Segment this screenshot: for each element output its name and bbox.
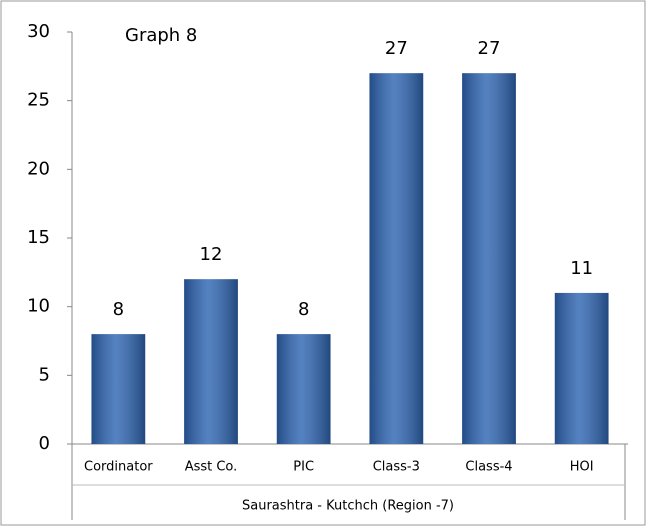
x-tick-label: HOI: [570, 460, 594, 475]
x-tick-label: Class-3: [373, 460, 420, 475]
bar-shade: [184, 279, 238, 444]
x-tick-label: Asst Co.: [185, 460, 238, 475]
y-tick-label: 0: [39, 433, 50, 454]
data-label: 8: [113, 299, 124, 320]
data-label: 27: [478, 38, 501, 59]
x-axis-label: Saurashtra - Kutchch (Region -7): [242, 499, 454, 514]
data-label: 27: [385, 38, 408, 59]
x-tick-label: Class-4: [465, 460, 512, 475]
y-tick-label: 10: [27, 296, 50, 317]
data-label: 8: [298, 299, 309, 320]
bar-shade: [462, 73, 516, 444]
bar-shade: [276, 334, 331, 444]
bar-shade: [554, 292, 609, 444]
y-tick-label: 15: [27, 227, 50, 248]
data-label: 12: [200, 244, 223, 265]
bar-shade: [369, 73, 424, 444]
y-tick-label: 30: [27, 21, 50, 42]
bar-shade: [91, 334, 146, 444]
chart-title: Graph 8: [125, 25, 197, 46]
data-label: 11: [570, 258, 593, 279]
x-tick-label: Cordinator: [84, 460, 153, 475]
y-tick-label: 5: [39, 364, 50, 385]
y-tick-label: 20: [27, 158, 50, 179]
y-tick-label: 25: [27, 90, 50, 111]
x-tick-label: PIC: [293, 460, 314, 475]
